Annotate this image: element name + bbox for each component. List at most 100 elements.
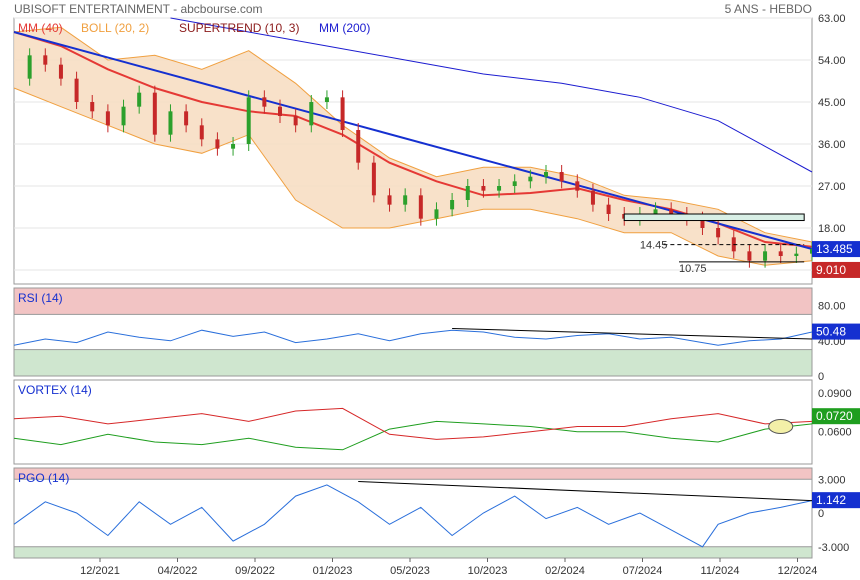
- mm200-line: [170, 17, 813, 173]
- price-legend-item: BOLL (20, 2): [81, 21, 149, 35]
- rsi-line: [13, 329, 813, 346]
- rsi-zone: [13, 349, 813, 377]
- candle-body: [215, 139, 220, 149]
- price-legend-item: MM (40): [18, 21, 63, 35]
- rsi-y-tick: 0: [818, 371, 824, 383]
- candle-body: [606, 204, 611, 214]
- price-y-tick: 45.00: [818, 97, 846, 109]
- candle-body: [465, 186, 470, 200]
- rsi-title: RSI (14): [18, 291, 63, 305]
- pgo-last-value: 1.142: [816, 493, 846, 507]
- rsi-last-value: 50.48: [816, 325, 846, 339]
- candle-body: [450, 200, 455, 210]
- pgo-y-tick: -3.000: [818, 542, 849, 554]
- candle-body: [199, 125, 204, 140]
- candle-body: [512, 181, 517, 186]
- candle-body: [121, 106, 126, 126]
- candle-body: [387, 195, 392, 205]
- last-price-value: 13.485: [816, 242, 853, 256]
- x-tick-label: 04/2022: [158, 565, 198, 577]
- pgo-panel-frame: [13, 467, 813, 559]
- price-y-tick: 36.00: [818, 139, 846, 151]
- bollinger-upper-line: [13, 26, 813, 243]
- candle-body: [747, 251, 752, 261]
- candle-body: [340, 97, 345, 130]
- pgo-y-tick: 3.000: [818, 474, 846, 486]
- candle-body: [653, 209, 658, 214]
- pgo-line: [13, 484, 813, 548]
- candle-body: [262, 97, 267, 107]
- price-y-tick: 27.00: [818, 181, 846, 193]
- supertrend-value: 9.010: [816, 263, 846, 277]
- candle-body: [575, 181, 580, 191]
- candle-body: [90, 102, 95, 112]
- chart-header: UBISOFT ENTERTAINMENT - abcbourse.com 5 …: [0, 0, 860, 18]
- candle-body: [43, 55, 48, 65]
- chart-source-title: UBISOFT ENTERTAINMENT - abcbourse.com: [14, 2, 263, 16]
- candle-body: [403, 195, 408, 205]
- vortex-minus-line: [13, 407, 813, 440]
- vortex-title: VORTEX (14): [18, 383, 92, 397]
- candle-body: [231, 144, 236, 149]
- vortex-y-tick: 0.0900: [818, 388, 852, 400]
- pgo-zone: [13, 546, 813, 559]
- candle-body: [481, 186, 486, 191]
- candle-body: [105, 111, 110, 126]
- annotation-14-45: 14.45: [640, 240, 668, 252]
- x-tick-label: 07/2024: [623, 565, 663, 577]
- price-y-tick: 18.00: [818, 223, 846, 235]
- resistance-zone-box: [623, 213, 805, 222]
- x-tick-label: 09/2022: [235, 565, 275, 577]
- x-tick-label: 12/2021: [80, 565, 120, 577]
- candle-body: [778, 251, 783, 256]
- rsi-zone: [13, 287, 813, 315]
- vortex-y-tick: 0.0600: [818, 427, 852, 439]
- candle-body: [716, 228, 721, 238]
- price-legend-item: SUPERTREND (10, 3): [179, 21, 299, 35]
- bollinger-lower-line: [13, 87, 813, 266]
- chart-period: 5 ANS - HEBDO: [724, 2, 812, 16]
- candle-body: [528, 176, 533, 182]
- candle-body: [669, 209, 674, 214]
- pgo-trendline: [358, 481, 813, 502]
- price-y-tick: 54.00: [818, 55, 846, 67]
- candle-body: [246, 97, 251, 144]
- x-tick-label: 11/2024: [701, 565, 740, 577]
- candle-body: [559, 172, 564, 182]
- candle-body: [324, 97, 329, 102]
- candle-body: [434, 209, 439, 219]
- candle-body: [27, 55, 32, 79]
- candle-body: [74, 78, 79, 102]
- vortex-plus-line: [13, 420, 813, 451]
- price-y-tick: 63.00: [818, 13, 846, 25]
- pgo-last-tag: [812, 492, 860, 509]
- pgo-zone: [13, 467, 813, 480]
- supertrend-tag: [812, 261, 860, 278]
- candle-body: [152, 92, 157, 135]
- annotation-10-75: 10.75: [679, 263, 707, 275]
- candle-body: [137, 92, 142, 107]
- candle-body: [763, 251, 768, 261]
- rsi-trendline: [452, 327, 813, 340]
- vortex-cross-highlight: [768, 419, 794, 435]
- x-tick-label: 02/2024: [545, 565, 585, 577]
- candle-body: [497, 186, 502, 191]
- vortex-panel-frame: [13, 379, 813, 465]
- pgo-title: PGO (14): [18, 471, 69, 485]
- rsi-last-tag: [812, 323, 860, 340]
- x-tick-label: 10/2023: [468, 565, 508, 577]
- candle-body: [371, 162, 376, 196]
- candle-body: [700, 218, 705, 228]
- vortex-last-tag: [812, 408, 860, 425]
- candle-body: [418, 195, 423, 219]
- x-tick-label: 01/2023: [313, 565, 353, 577]
- candle-body: [590, 190, 595, 205]
- candle-body: [794, 253, 799, 256]
- candle-body: [544, 172, 548, 177]
- candle-body: [58, 64, 63, 79]
- vortex-last-value: 0.0720: [816, 409, 853, 423]
- candle-body: [309, 102, 314, 126]
- rsi-y-tick: 80.00: [818, 301, 846, 313]
- candle-body: [184, 111, 189, 126]
